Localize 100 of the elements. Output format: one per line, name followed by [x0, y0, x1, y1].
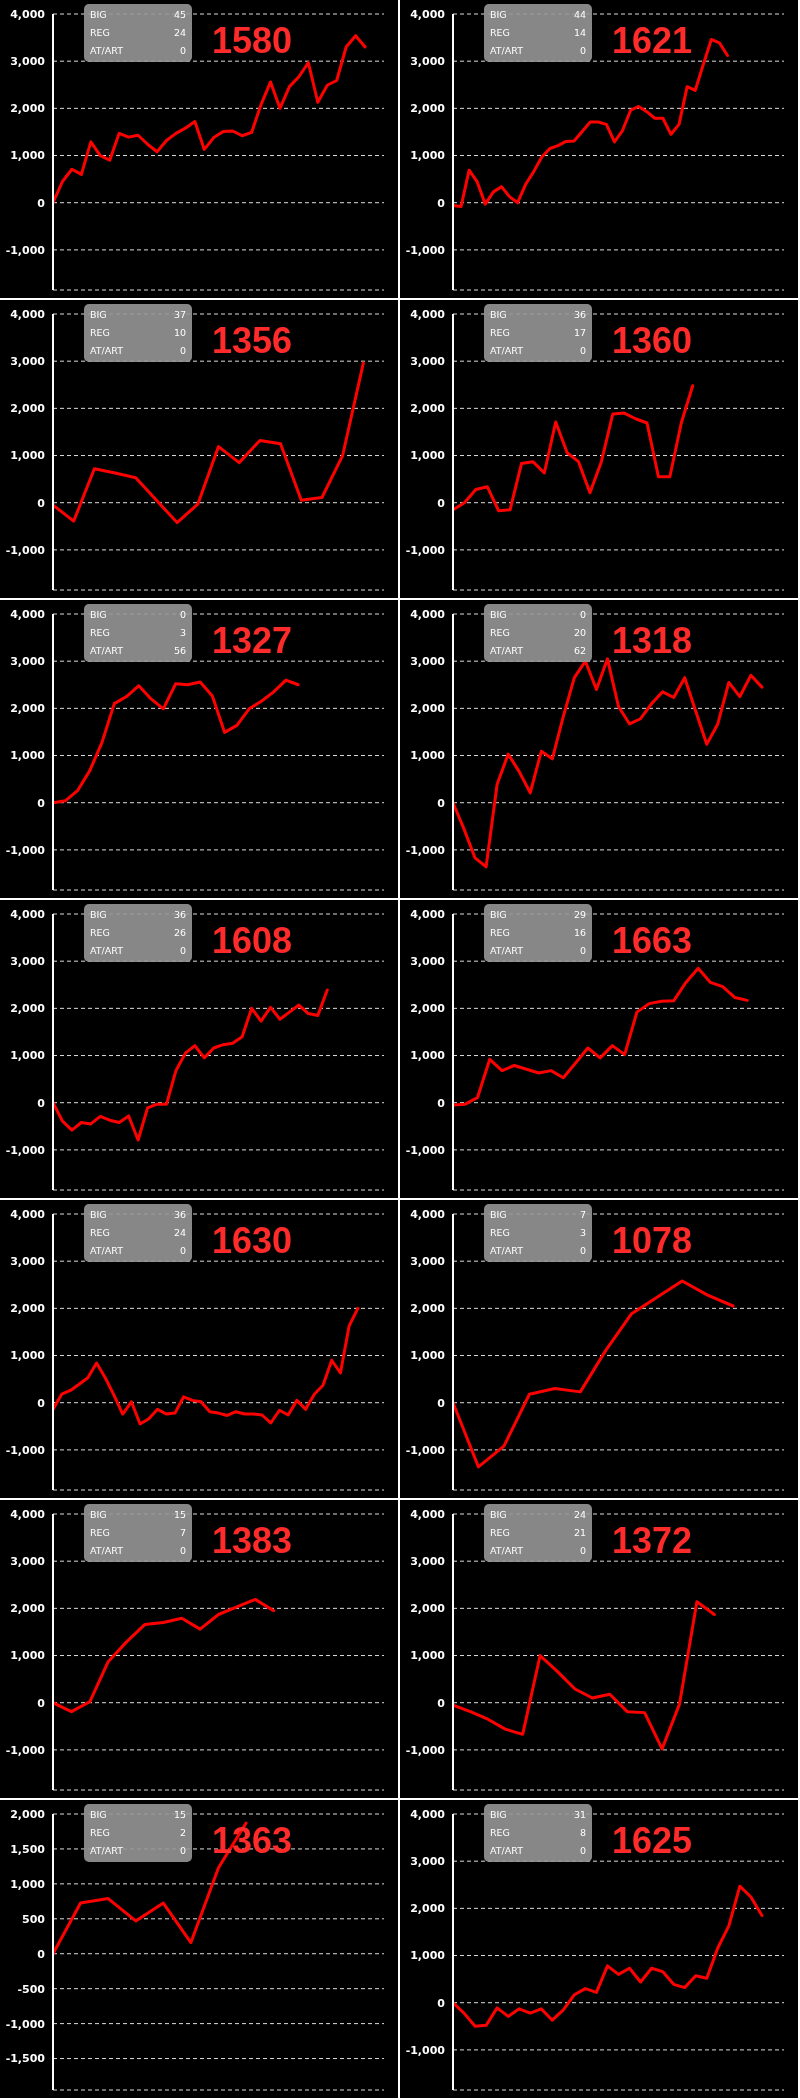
annotation: REG 8: [490, 1826, 586, 1840]
y-tick-label: 4,000: [10, 607, 46, 621]
y-tick-label: 4,000: [10, 1507, 46, 1521]
chart-title: 1383: [212, 1520, 293, 1562]
y-tick-label: 3,000: [410, 355, 446, 369]
line-series: [53, 1597, 276, 1714]
y-tick-label: -1,000: [5, 1443, 46, 1457]
y-tick-label: 1,000: [410, 749, 446, 763]
annotation: BIG 29: [490, 908, 586, 922]
line-series: [453, 966, 749, 1107]
annotation: REG 26: [90, 926, 186, 940]
y-tick-label: 3,000: [10, 955, 46, 969]
line-series: [453, 1884, 764, 2028]
y-tick-label: -1,000: [5, 543, 46, 557]
y-tick-label: 2,000: [410, 702, 446, 716]
y-tick-label: 2,000: [410, 402, 446, 416]
annotation: AT/ART 0: [490, 944, 586, 958]
annotation: AT/ART 0: [490, 44, 586, 58]
y-tick-label: -1,000: [405, 1143, 446, 1157]
y-tick-label: 3,000: [10, 55, 46, 69]
annotation: REG 24: [90, 1226, 186, 1240]
y-tick-label: 4,000: [410, 1207, 446, 1221]
y-tick-label: 4,000: [10, 907, 46, 921]
annotation: AT/ART 56: [90, 644, 186, 658]
annotation: REG 2: [90, 1826, 186, 1840]
chart-title: 1372: [612, 1520, 693, 1562]
y-tick-label: -1,000: [5, 1143, 46, 1157]
annotation: BIG 36: [90, 1208, 186, 1222]
y-tick-label: -1,000: [405, 543, 446, 557]
chart-title: 1327: [212, 620, 293, 662]
y-tick-label: 4,000: [10, 7, 46, 21]
annotation: REG 17: [490, 326, 586, 340]
annotation: REG 7: [90, 1526, 186, 1540]
y-tick-label: 0: [37, 1096, 46, 1110]
chart-title: 1078: [612, 1220, 693, 1262]
annotation: AT/ART 0: [90, 44, 186, 58]
chart-title: 1580: [212, 20, 293, 62]
chart-title: 1630: [212, 1220, 293, 1262]
y-tick-label: 0: [437, 796, 446, 810]
annotation: BIG 15: [90, 1808, 186, 1822]
y-tick-label: 2,000: [10, 702, 46, 716]
y-tick-label: -1,000: [405, 1743, 446, 1757]
y-tick-label: 1,000: [410, 1649, 446, 1663]
line-series: [53, 361, 365, 525]
annotation: AT/ART 62: [490, 644, 586, 658]
y-tick-label: 1,000: [410, 1949, 446, 1963]
y-tick-label: 4,000: [410, 1807, 446, 1821]
y-tick-label: 1,000: [10, 149, 46, 163]
annotation: AT/ART 0: [490, 1844, 586, 1858]
annotation: AT/ART 0: [90, 1844, 186, 1858]
y-tick-label: 2,000: [410, 1602, 446, 1616]
annotation: BIG 36: [490, 308, 586, 322]
y-tick-label: -1,000: [5, 1743, 46, 1757]
line-series: [53, 988, 329, 1142]
chart-title: 1663: [612, 920, 693, 962]
y-tick-label: 3,000: [410, 1255, 446, 1269]
y-tick-label: 4,000: [410, 1507, 446, 1521]
annotation: BIG 31: [490, 1808, 586, 1822]
y-tick-label: 1,000: [10, 749, 46, 763]
y-tick-label: 4,000: [410, 7, 446, 21]
y-tick-label: 1,500: [10, 1842, 46, 1856]
y-tick-label: -1,000: [5, 243, 46, 257]
y-tick-label: 2,000: [10, 1302, 46, 1316]
y-tick-label: 0: [437, 1696, 446, 1710]
y-tick-label: 3,000: [10, 1255, 46, 1269]
annotation: AT/ART 0: [90, 944, 186, 958]
annotation: BIG 7: [490, 1208, 586, 1222]
y-tick-label: 2,000: [10, 402, 46, 416]
y-tick-label: 4,000: [410, 307, 446, 321]
y-tick-label: 0: [37, 196, 46, 210]
y-tick-label: 0: [437, 496, 446, 510]
y-tick-label: 1,000: [410, 149, 446, 163]
annotation: REG 10: [90, 326, 186, 340]
annotation: BIG 45: [90, 8, 186, 22]
line-series: [453, 1279, 735, 1469]
y-tick-label: 2,000: [410, 1302, 446, 1316]
y-tick-label: -1,000: [405, 2043, 446, 2057]
annotation: REG 24: [90, 26, 186, 40]
chart-title: 1318: [612, 620, 693, 662]
annotation: REG 16: [490, 926, 586, 940]
y-tick-label: 2,000: [10, 1807, 46, 1821]
line-series: [53, 678, 300, 805]
annotation: BIG 24: [490, 1508, 586, 1522]
annotation: BIG 0: [490, 608, 586, 622]
annotation: REG 20: [490, 626, 586, 640]
y-tick-label: 1,000: [10, 1349, 46, 1363]
annotation: AT/ART 0: [490, 1244, 586, 1258]
y-tick-label: 2,000: [410, 1902, 446, 1916]
annotation: BIG 0: [90, 608, 186, 622]
annotation: AT/ART 0: [90, 1544, 186, 1558]
y-tick-label: 0: [437, 1996, 446, 2010]
y-tick-label: 0: [37, 496, 46, 510]
line-series: [453, 384, 695, 513]
y-tick-label: -1,000: [5, 2017, 46, 2031]
y-tick-label: -500: [17, 1982, 46, 1996]
y-tick-label: 2,000: [410, 1002, 446, 1016]
y-tick-label: 0: [437, 1096, 446, 1110]
annotation: REG 14: [490, 26, 586, 40]
annotation: AT/ART 0: [90, 344, 186, 358]
y-tick-label: 3,000: [410, 1855, 446, 1869]
